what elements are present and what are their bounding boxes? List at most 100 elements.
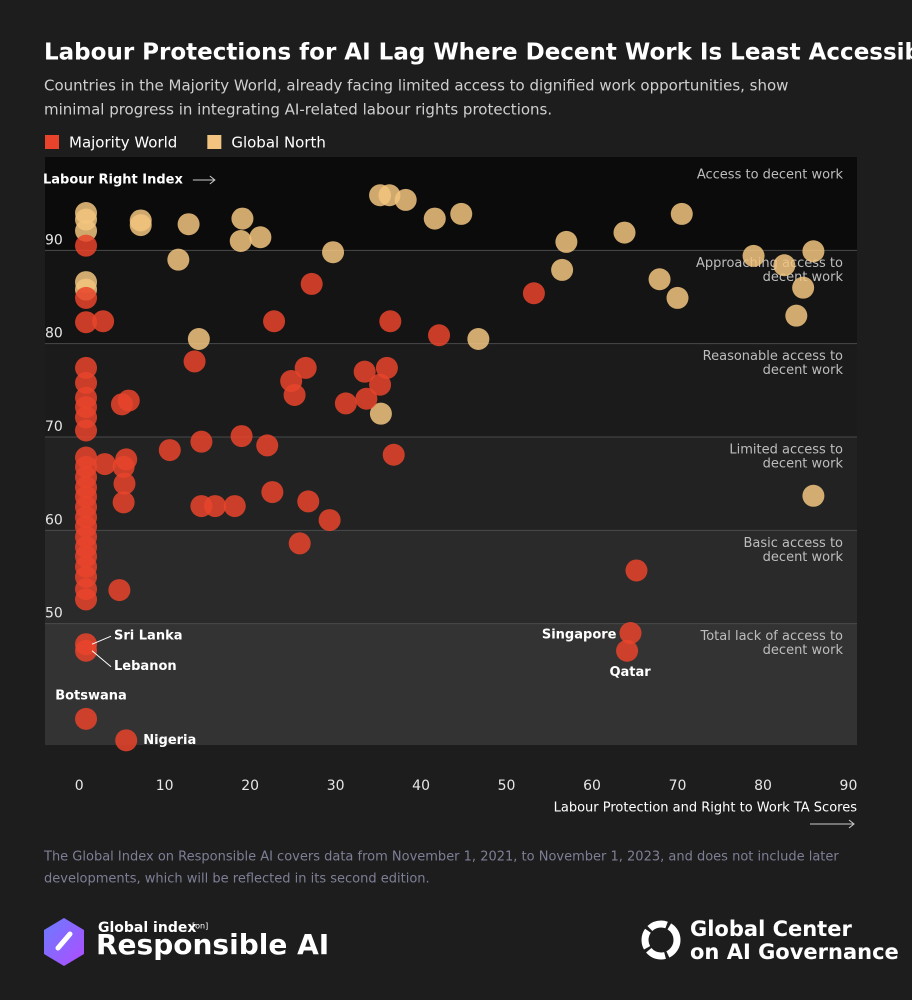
point (355, 387, 378, 410)
logo-text: Global Center (690, 917, 852, 941)
point (75, 419, 98, 442)
point (353, 360, 376, 383)
band-label: Limited access to (729, 443, 843, 458)
point (283, 384, 306, 406)
point-label: Singapore (542, 628, 617, 643)
legend-label: Global North (231, 134, 326, 152)
point (93, 453, 116, 476)
point (394, 188, 417, 211)
point (369, 373, 392, 396)
point (223, 495, 246, 518)
band-label: decent work (763, 363, 844, 378)
point (113, 472, 136, 495)
point (75, 639, 98, 662)
point (129, 214, 152, 237)
point (300, 272, 323, 295)
point (117, 389, 140, 412)
point (450, 202, 473, 225)
y-tick-label: 50 (45, 606, 63, 622)
point (369, 402, 392, 425)
point (294, 356, 317, 379)
point (742, 244, 765, 267)
legend-swatch (45, 135, 59, 149)
band-label: Total lack of access to (699, 629, 843, 644)
legend-label: Majority World (69, 134, 177, 152)
y-tick-label: 60 (45, 512, 63, 528)
point (613, 221, 636, 244)
point (190, 430, 213, 453)
point (75, 707, 98, 730)
x-axis-label: Labour Protection and Right to Work TA S… (554, 801, 858, 816)
point (616, 639, 639, 662)
point (555, 230, 578, 253)
band-label: decent work (763, 550, 844, 565)
point (249, 226, 272, 249)
point (522, 282, 545, 305)
point (792, 276, 815, 299)
x-tick-label: 0 (75, 778, 84, 794)
point (112, 491, 135, 514)
point (158, 439, 181, 462)
x-tick-label: 80 (754, 778, 772, 794)
point (666, 286, 689, 309)
point (379, 310, 402, 333)
point-label: Nigeria (143, 733, 196, 748)
band (45, 343, 857, 437)
band-label: decent work (763, 643, 844, 658)
point (423, 207, 446, 230)
chart-title: Labour Protections for AI Lag Where Dece… (44, 40, 912, 66)
subtitle: minimal progress in integrating AI-relat… (44, 101, 552, 119)
y-tick-label: 70 (45, 419, 63, 435)
arrow (810, 819, 855, 829)
logo-text: [on] (192, 922, 208, 931)
x-tick-label: 10 (156, 778, 174, 794)
point (75, 311, 98, 334)
logo-icon (55, 931, 73, 951)
band-label: decent work (763, 457, 844, 472)
point (382, 443, 405, 466)
x-tick-label: 20 (241, 778, 259, 794)
point (670, 202, 693, 225)
point (375, 356, 398, 379)
band (45, 157, 857, 251)
point (785, 304, 808, 327)
point (230, 425, 253, 448)
point-label: Botswana (55, 688, 127, 703)
point (187, 328, 210, 350)
point (625, 559, 648, 582)
x-tick-label: 50 (498, 778, 516, 794)
label-arrow (91, 635, 112, 645)
logo-icon (641, 920, 681, 960)
band-label: Basic access to (743, 536, 843, 551)
point (75, 234, 98, 257)
point (428, 324, 451, 347)
point (92, 310, 115, 333)
point (204, 495, 227, 518)
point (112, 455, 135, 478)
point (261, 481, 284, 504)
point-label: Lebanon (114, 659, 177, 674)
subtitle: Countries in the Majority World, already… (44, 77, 788, 95)
point (288, 532, 311, 555)
point (108, 579, 131, 602)
x-tick-label: 40 (412, 778, 430, 794)
point (551, 258, 574, 281)
footnote: developments, which will be reflected in… (44, 872, 430, 887)
y-tick-label: 90 (45, 232, 63, 248)
point (177, 213, 200, 236)
point (229, 230, 252, 252)
logo-text: Global index (98, 920, 196, 936)
label-arrow (91, 650, 112, 668)
point (263, 310, 286, 333)
point (334, 392, 357, 415)
y-tick-label: 80 (45, 326, 63, 342)
band (45, 530, 857, 624)
y-axis-label: Labour Right Index (43, 173, 183, 188)
x-tick-label: 90 (840, 778, 858, 794)
band-label: Access to decent work (697, 168, 844, 183)
point (802, 484, 825, 507)
x-tick-label: 30 (327, 778, 345, 794)
point (256, 434, 279, 457)
point (75, 286, 98, 309)
